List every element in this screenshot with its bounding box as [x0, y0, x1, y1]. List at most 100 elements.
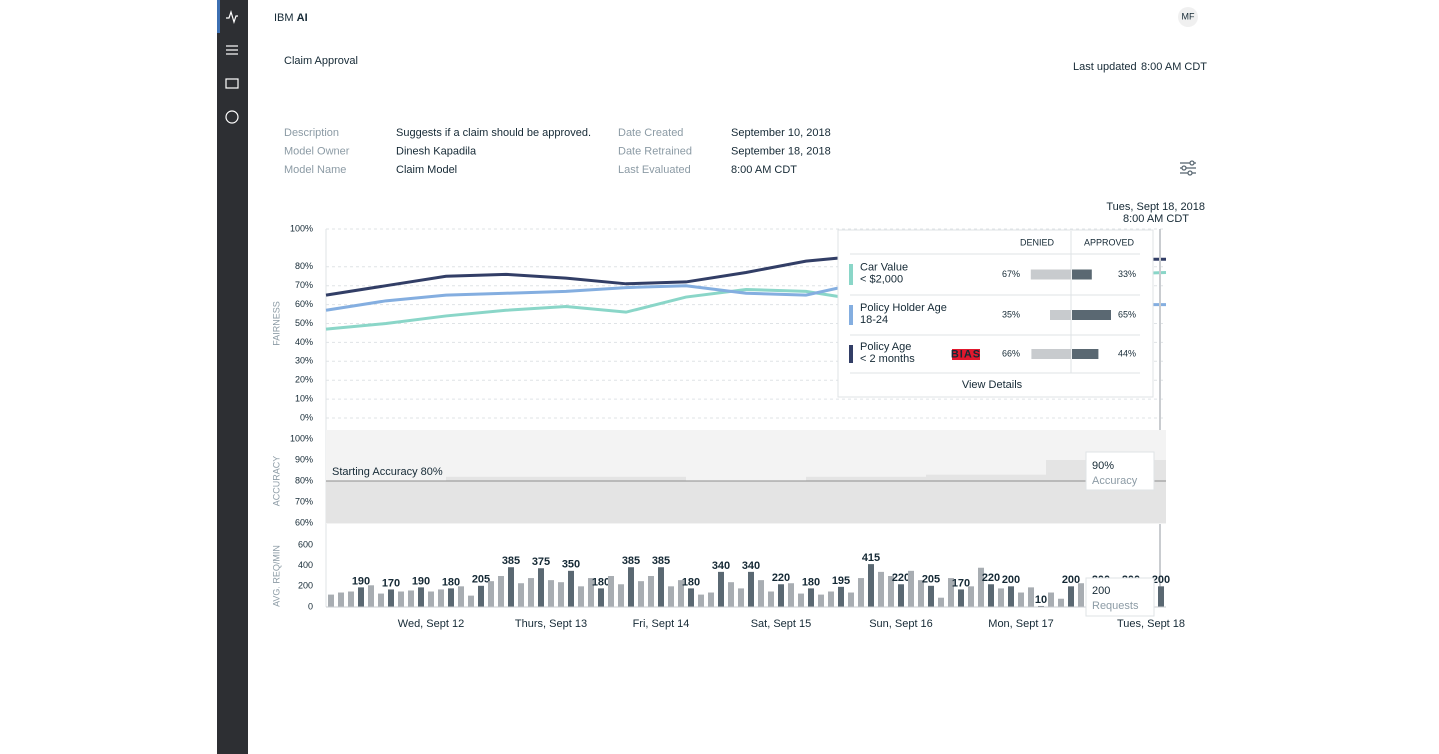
- request-bar: [948, 578, 954, 607]
- row-color: [849, 264, 853, 285]
- help-icon[interactable]: [225, 110, 239, 124]
- request-bar: [1018, 592, 1024, 607]
- request-bar: [1038, 605, 1044, 607]
- view-details[interactable]: View Details: [962, 379, 1023, 391]
- bar-value-label: 220: [982, 572, 1000, 584]
- request-bar: [358, 587, 364, 607]
- y-tick-label: 400: [298, 560, 313, 570]
- tooltip-header: APPROVED: [1084, 237, 1135, 247]
- approved-label: 33%: [1118, 269, 1136, 279]
- request-bar: [528, 578, 534, 607]
- settings-icon[interactable]: [226, 45, 238, 55]
- request-bar: [728, 582, 734, 607]
- denied-bar: [1030, 269, 1071, 280]
- bias-tag: [952, 349, 980, 360]
- request-bar: [1078, 583, 1084, 607]
- bar-value-label: 220: [772, 572, 790, 584]
- accuracy-step: [446, 476, 566, 523]
- bar-value-label: 170: [952, 577, 970, 589]
- bar-value-label: 190: [352, 575, 370, 587]
- filter-icon[interactable]: [1180, 160, 1196, 176]
- request-bar: [488, 581, 494, 607]
- detail-label: Model Name: [284, 164, 346, 176]
- request-bar: [518, 583, 524, 607]
- accuracy-step: [326, 481, 446, 523]
- request-bar: [678, 580, 684, 607]
- request-bar: [868, 564, 874, 607]
- request-bar: [408, 590, 414, 607]
- request-bar: [848, 592, 854, 607]
- x-tick-label: Mon, Sept 17: [988, 618, 1053, 630]
- approved-bar: [1072, 269, 1092, 280]
- brand: IBM AI: [274, 12, 308, 24]
- y-tick-label: 80%: [295, 475, 313, 485]
- accuracy-step: [926, 474, 1046, 523]
- y-tick-label: 60%: [295, 517, 313, 527]
- request-bar: [598, 588, 604, 607]
- request-bar: [988, 584, 994, 607]
- bar-value-label: 200: [1152, 574, 1170, 586]
- request-bar: [328, 594, 334, 607]
- request-bar: [388, 589, 394, 607]
- request-bar: [448, 588, 454, 607]
- row-color: [849, 305, 853, 325]
- request-bar: [738, 588, 744, 607]
- avatar[interactable]: [1178, 7, 1198, 27]
- request-bar: [668, 586, 674, 607]
- brand-bold: AI: [297, 12, 308, 24]
- hover-date: Tues, Sept 18, 2018: [1106, 201, 1205, 213]
- y-tick-label: 40%: [295, 337, 313, 347]
- bar-value-label: 180: [592, 576, 610, 588]
- detail-value: September 10, 2018: [731, 127, 831, 139]
- y-tick-label: 100%: [290, 223, 313, 233]
- request-bar: [688, 588, 694, 607]
- requests-tooltip: [1085, 577, 1155, 617]
- bar-value-label: 350: [562, 559, 580, 571]
- hover-time: 8:00 AM CDT: [1123, 213, 1189, 225]
- request-bar: [928, 585, 934, 607]
- requests-tooltip-caption: Requests: [1092, 600, 1139, 612]
- activity-icon[interactable]: [226, 10, 238, 24]
- detail-value: September 18, 2018: [731, 145, 831, 157]
- request-bar: [438, 589, 444, 607]
- bar-value-label: 340: [712, 560, 730, 572]
- request-bar: [818, 594, 824, 607]
- request-bar: [698, 594, 704, 607]
- x-tick-label: Sun, Sept 16: [869, 618, 933, 630]
- y-tick-label: 70%: [295, 280, 313, 290]
- y-tick-label: 600: [298, 539, 313, 549]
- request-bar: [468, 595, 474, 607]
- row-name: Policy Holder Age: [860, 302, 947, 314]
- request-bar: [498, 576, 504, 607]
- bar-value-label: 385: [652, 555, 670, 567]
- bar-value-label: 180: [682, 576, 700, 588]
- y-tick-label: 80%: [295, 261, 313, 271]
- bias-tag-text: BIAS: [951, 348, 981, 360]
- request-bar: [938, 597, 944, 607]
- bar-value-label: 415: [862, 552, 880, 564]
- request-bar: [628, 567, 634, 607]
- request-bar: [878, 571, 884, 607]
- request-bar: [368, 585, 374, 607]
- detail-value: 8:00 AM CDT: [731, 164, 797, 176]
- detail-value: Suggests if a claim should be approved.: [396, 127, 591, 139]
- requests-tooltip-value: 200: [1092, 585, 1110, 597]
- y-tick-label: 0: [308, 601, 313, 611]
- bar-value-label: 385: [622, 555, 640, 567]
- request-bar: [648, 576, 654, 607]
- request-bar: [1008, 586, 1014, 607]
- bar-value-label: 340: [742, 560, 760, 572]
- bar-value-label: 10: [1035, 594, 1047, 606]
- ticket-icon[interactable]: [225, 78, 239, 89]
- detail-value: Dinesh Kapadila: [396, 145, 477, 157]
- request-bar: [578, 586, 584, 607]
- approved-label: 44%: [1118, 348, 1136, 358]
- request-bar: [1058, 598, 1064, 607]
- approved-bar: [1072, 349, 1099, 359]
- y-axis-label: AVG. REQ/MIN: [271, 545, 281, 607]
- request-bar: [538, 568, 544, 607]
- bar-value-label: 205: [472, 574, 490, 586]
- row-group: < $2,000: [860, 273, 903, 285]
- tooltip-header: DENIED: [1020, 237, 1055, 247]
- y-tick-label: 90%: [295, 454, 313, 464]
